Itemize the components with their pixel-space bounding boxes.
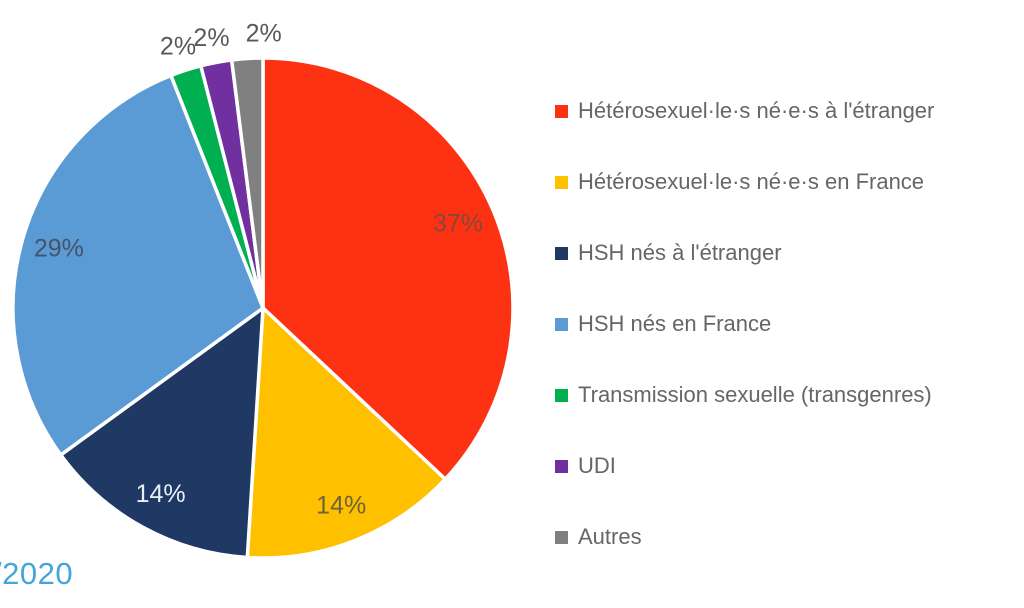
legend-item-5: Transmission sexuelle (transgenres) — [555, 380, 934, 410]
legend-label: Transmission sexuelle (transgenres) — [578, 382, 932, 407]
legend-label: Hétérosexuel·le·s né·e·s à l'étranger — [578, 98, 935, 123]
legend-label: HSH nés en France — [578, 311, 772, 336]
slice-value-label-6: 2% — [193, 24, 229, 52]
legend-item-1: Hétérosexuel·le·s né·e·s à l'étranger — [555, 96, 934, 126]
legend-swatch-icon — [555, 459, 568, 473]
legend-item-7: Autres — [555, 522, 934, 552]
slice-value-label-4: 29% — [34, 235, 84, 263]
slice-value-label-7: 2% — [246, 20, 282, 48]
legend-swatch-icon — [555, 530, 568, 544]
legend-item-3: HSH nés à l'étranger — [555, 238, 934, 268]
chart-legend: Hétérosexuel·le·s né·e·s à l'étranger Hét… — [555, 96, 934, 552]
legend-label: Autres — [578, 524, 642, 549]
slice-value-label-2: 14% — [316, 492, 366, 520]
slice-value-label-5: 2% — [160, 33, 196, 61]
pie-slice-7 — [229, 56, 265, 310]
legend-item-4: HSH nés en France — [555, 309, 934, 339]
slice-value-label-3: 14% — [136, 480, 186, 508]
legend-swatch-icon — [555, 388, 568, 402]
legend-label: UDI — [578, 453, 616, 478]
legend-label: HSH nés à l'étranger — [578, 240, 782, 265]
legend-label: Hétérosexuel·le·s né·e·s en France — [578, 169, 925, 194]
legend-item-2: Hétérosexuel·le·s né·e·s en France — [555, 167, 934, 197]
legend-item-6: UDI — [555, 451, 934, 481]
legend-swatch-icon — [555, 246, 568, 260]
legend-swatch-icon — [555, 317, 568, 331]
legend-swatch-icon — [555, 175, 568, 189]
pie-slice-1 — [261, 56, 515, 481]
legend-swatch-icon — [555, 104, 568, 118]
pie-slice-2 — [245, 306, 447, 560]
pie-slice-4 — [11, 73, 265, 457]
pie-slice-3 — [59, 306, 265, 560]
footer-date-fragment: /2020 — [0, 556, 74, 591]
slice-value-label-1: 37% — [433, 210, 483, 238]
